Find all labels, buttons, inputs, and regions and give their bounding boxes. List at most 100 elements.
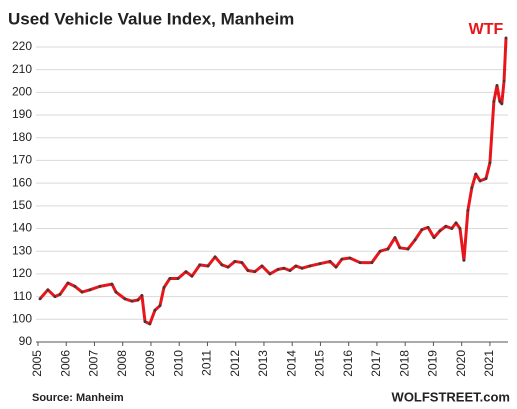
source-note: Source: Manheim xyxy=(32,392,124,404)
point xyxy=(58,292,62,296)
y-tick-label: 90 xyxy=(19,334,33,348)
point xyxy=(438,229,442,233)
y-tick-label: 200 xyxy=(12,85,32,99)
point xyxy=(370,261,374,264)
point xyxy=(454,221,458,225)
point xyxy=(80,290,84,294)
point xyxy=(88,288,92,292)
point xyxy=(140,294,144,297)
y-tick-label: 220 xyxy=(12,39,32,53)
point xyxy=(276,267,280,271)
point xyxy=(176,277,180,280)
point xyxy=(240,261,244,264)
point xyxy=(184,270,188,274)
point xyxy=(462,258,466,262)
point xyxy=(393,236,397,239)
point xyxy=(143,320,147,323)
point xyxy=(308,264,312,268)
point xyxy=(46,288,50,292)
y-tick-label: 190 xyxy=(12,107,32,121)
point xyxy=(488,161,492,165)
x-tick-label: 2017 xyxy=(369,350,383,377)
point xyxy=(450,227,454,230)
point xyxy=(253,270,257,274)
point xyxy=(484,177,488,180)
y-tick-label: 160 xyxy=(12,175,32,189)
point xyxy=(114,290,118,294)
y-tick-label: 100 xyxy=(12,311,32,325)
y-tick-label: 130 xyxy=(12,243,32,257)
point xyxy=(282,266,286,270)
point xyxy=(458,227,462,230)
point xyxy=(406,247,410,251)
point xyxy=(66,281,70,285)
x-tick-label: 2020 xyxy=(454,350,468,377)
point xyxy=(110,282,114,286)
y-tick-label: 120 xyxy=(12,266,32,280)
point xyxy=(206,264,210,268)
point xyxy=(504,36,508,40)
x-tick-label: 2014 xyxy=(284,350,298,377)
point xyxy=(198,263,202,267)
point xyxy=(348,256,352,260)
point xyxy=(158,304,162,308)
point xyxy=(153,308,157,312)
point xyxy=(386,247,390,251)
x-tick-label: 2009 xyxy=(143,350,157,377)
point xyxy=(466,208,470,212)
point xyxy=(318,262,322,266)
y-tick-label: 110 xyxy=(13,289,32,303)
point xyxy=(500,102,504,106)
point xyxy=(288,269,292,272)
credit: WOLFSTREET.com xyxy=(392,389,510,404)
x-tick-label: 2011 xyxy=(200,350,214,376)
x-tick-label: 2005 xyxy=(30,350,44,377)
x-tick-label: 2010 xyxy=(171,350,185,377)
x-tick-label: 2018 xyxy=(397,350,411,377)
x-tick-label: 2007 xyxy=(87,350,101,377)
x-tick-label: 2021 xyxy=(482,350,496,377)
point xyxy=(495,84,499,87)
point xyxy=(300,266,304,270)
y-tick-label: 210 xyxy=(12,62,32,76)
point xyxy=(162,286,166,289)
x-tick-label: 2015 xyxy=(313,350,327,377)
point xyxy=(226,265,230,269)
x-tick-label: 2012 xyxy=(228,350,242,377)
point xyxy=(328,260,332,263)
point xyxy=(398,246,402,250)
point xyxy=(498,100,502,103)
point xyxy=(98,284,102,288)
x-tick-label: 2019 xyxy=(426,350,440,377)
point xyxy=(38,297,42,301)
point xyxy=(474,172,478,176)
point xyxy=(358,261,362,264)
y-tick-label: 180 xyxy=(12,130,32,144)
point xyxy=(168,277,172,280)
point xyxy=(130,299,134,303)
point xyxy=(268,272,272,276)
x-tick-label: 2008 xyxy=(115,350,129,377)
point xyxy=(233,260,237,263)
point xyxy=(492,100,496,103)
line xyxy=(38,37,508,326)
point xyxy=(190,274,194,278)
point xyxy=(123,297,127,301)
point xyxy=(73,284,77,288)
y-tick-label: 150 xyxy=(12,198,32,212)
point xyxy=(413,238,417,242)
x-tick-label: 2006 xyxy=(58,350,72,377)
x-tick-label: 2013 xyxy=(256,350,270,377)
point xyxy=(213,255,217,259)
x-tick-label: 2016 xyxy=(341,350,355,377)
point xyxy=(334,265,338,269)
point xyxy=(470,186,474,190)
point xyxy=(378,249,382,253)
y-tick-label: 170 xyxy=(12,153,32,167)
point xyxy=(246,269,250,272)
point xyxy=(502,79,506,83)
point xyxy=(478,179,482,183)
chart-title: Used Vehicle Value Index, Manheim xyxy=(8,9,294,28)
